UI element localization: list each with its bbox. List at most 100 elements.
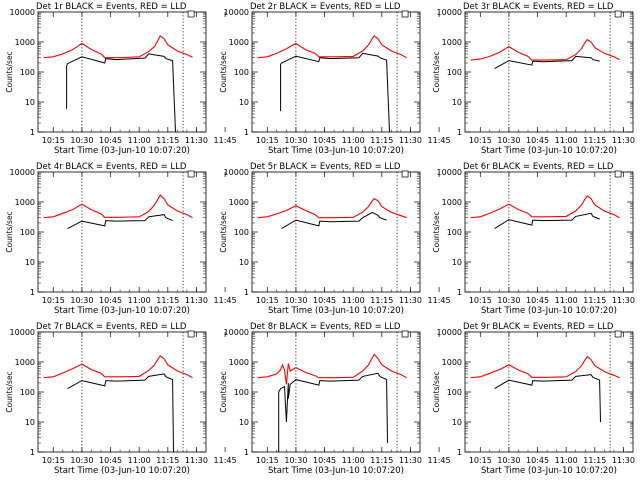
y-tick-label: 1 — [30, 288, 35, 297]
y-tick-label: 10 — [25, 418, 35, 427]
y-axis-label: Counts/sec — [432, 51, 441, 92]
lld-series-line — [43, 35, 193, 59]
x-tick-label: 11:45 — [214, 456, 237, 465]
x-tick-label: 10:15 — [256, 136, 279, 145]
y-axis-label: Counts/sec — [5, 211, 14, 252]
y-tick-label: 100 — [234, 68, 249, 77]
x-tick-label: 10:30 — [497, 456, 520, 465]
y-tick-label: 10000 — [10, 328, 35, 337]
detector-panel: Det 1r BLACK = Events, RED = LLD 1 10 100 10… — [5, 2, 237, 156]
y-tick-label: 10 — [25, 258, 35, 267]
x-tick-label: 11:15 — [583, 456, 606, 465]
plot-frame — [464, 171, 634, 293]
panel-title: Det 2r BLACK = Events, RED = LLD — [250, 2, 401, 12]
x-tick-label: 10:30 — [284, 456, 307, 465]
y-tick-label: 1 — [457, 128, 462, 137]
plot-frame — [37, 11, 207, 133]
y-tick-label: 100 — [447, 228, 462, 237]
y-tick-label: 1 — [457, 448, 462, 457]
x-tick-label: 11:00 — [555, 296, 578, 305]
x-tick-label: 11:30 — [399, 296, 422, 305]
y-tick-label: 100 — [234, 228, 249, 237]
events-series-line — [67, 373, 174, 453]
y-tick-label: 100 — [447, 388, 462, 397]
plot-frame — [251, 171, 421, 293]
marker-box — [187, 330, 195, 338]
x-axis-label: Start Time (03-Jun-10 10:07:20) — [481, 306, 617, 316]
plot-frame — [251, 331, 421, 453]
x-tick-label: 11:00 — [128, 456, 151, 465]
y-tick-label: 10 — [452, 418, 462, 427]
x-tick-label: 11:45 — [214, 136, 237, 145]
panel-title: Det 3r BLACK = Events, RED = LLD — [463, 2, 614, 12]
y-tick-label: 1000 — [442, 38, 462, 47]
x-tick-label: 11:30 — [185, 456, 208, 465]
y-axis-label: Counts/sec — [432, 211, 441, 252]
y-tick-label: 1 — [457, 288, 462, 297]
x-tick-label: 11:15 — [370, 456, 393, 465]
plot-frame — [464, 331, 634, 453]
x-tick-label: 11:00 — [128, 296, 151, 305]
y-tick-label: 10000 — [10, 168, 35, 177]
marker-box — [401, 330, 409, 338]
y-tick-label: 1000 — [15, 38, 35, 47]
x-tick-label: 11:30 — [185, 296, 208, 305]
x-axis-label: Start Time (03-Jun-10 10:07:20) — [481, 466, 617, 476]
x-tick-label: 11:00 — [128, 136, 151, 145]
y-axis-label: Counts/sec — [219, 51, 228, 92]
lld-series-line — [257, 197, 407, 219]
panel-title: Det 5r BLACK = Events, RED = LLD — [250, 162, 401, 172]
x-tick-label: 11:00 — [342, 136, 365, 145]
y-tick-label: 10 — [25, 98, 35, 107]
x-tick-label: 11:00 — [555, 456, 578, 465]
y-tick-label: 1 — [244, 128, 249, 137]
events-series-line — [281, 211, 387, 230]
y-tick-label: 10 — [452, 98, 462, 107]
x-tick-label: 11:00 — [342, 456, 365, 465]
x-tick-label: 11:00 — [342, 296, 365, 305]
x-tick-label: 11:15 — [583, 296, 606, 305]
x-axis-label: Start Time (03-Jun-10 10:07:20) — [54, 466, 190, 476]
x-tick-label: 11:30 — [612, 456, 635, 465]
detector-panel: Det 3r BLACK = Events, RED = LLD 1 10 100 10… — [432, 2, 635, 156]
y-tick-label: 100 — [20, 228, 35, 237]
x-tick-label: 10:45 — [526, 296, 549, 305]
x-tick-label: 11:15 — [583, 136, 606, 145]
y-tick-label: 10 — [452, 258, 462, 267]
detector-panel: Det 2r BLACK = Events, RED = LLD 1 10 100 10… — [219, 2, 451, 156]
panel-title: Det 4r BLACK = Events, RED = LLD — [36, 162, 187, 172]
y-axis-label: Counts/sec — [219, 211, 228, 252]
events-series-line — [494, 55, 600, 70]
x-tick-label: 10:45 — [313, 296, 336, 305]
y-tick-label: 100 — [234, 388, 249, 397]
y-tick-label: 100 — [20, 388, 35, 397]
x-tick-label: 11:30 — [612, 296, 635, 305]
y-tick-label: 10000 — [224, 328, 249, 337]
y-tick-label: 1000 — [229, 358, 249, 367]
detector-panel: Det 5r BLACK = Events, RED = LLD 1 10 100 10… — [219, 162, 451, 316]
marker-box — [187, 170, 195, 178]
y-tick-label: 1000 — [442, 358, 462, 367]
x-tick-label: 11:00 — [555, 136, 578, 145]
events-series-line — [494, 374, 601, 423]
y-tick-label: 1 — [30, 448, 35, 457]
x-tick-label: 11:15 — [370, 136, 393, 145]
x-tick-label: 11:30 — [399, 456, 422, 465]
x-tick-label: 11:15 — [156, 296, 179, 305]
x-tick-label: 10:45 — [526, 456, 549, 465]
x-tick-label: 11:30 — [612, 136, 635, 145]
plot-frame — [37, 331, 207, 453]
x-tick-label: 11:15 — [156, 136, 179, 145]
y-tick-label: 10000 — [10, 8, 35, 17]
y-tick-label: 10000 — [437, 328, 462, 337]
lld-series-line — [257, 35, 407, 59]
x-axis-label: Start Time (03-Jun-10 10:07:20) — [268, 306, 404, 316]
y-tick-label: 1000 — [15, 358, 35, 367]
x-tick-label: 11:45 — [428, 456, 451, 465]
y-tick-label: 10 — [239, 258, 249, 267]
events-series-line — [278, 372, 388, 452]
x-axis-label: Start Time (03-Jun-10 10:07:20) — [268, 146, 404, 156]
x-axis-label: Start Time (03-Jun-10 10:07:20) — [54, 146, 190, 156]
x-tick-label: 10:45 — [526, 136, 549, 145]
